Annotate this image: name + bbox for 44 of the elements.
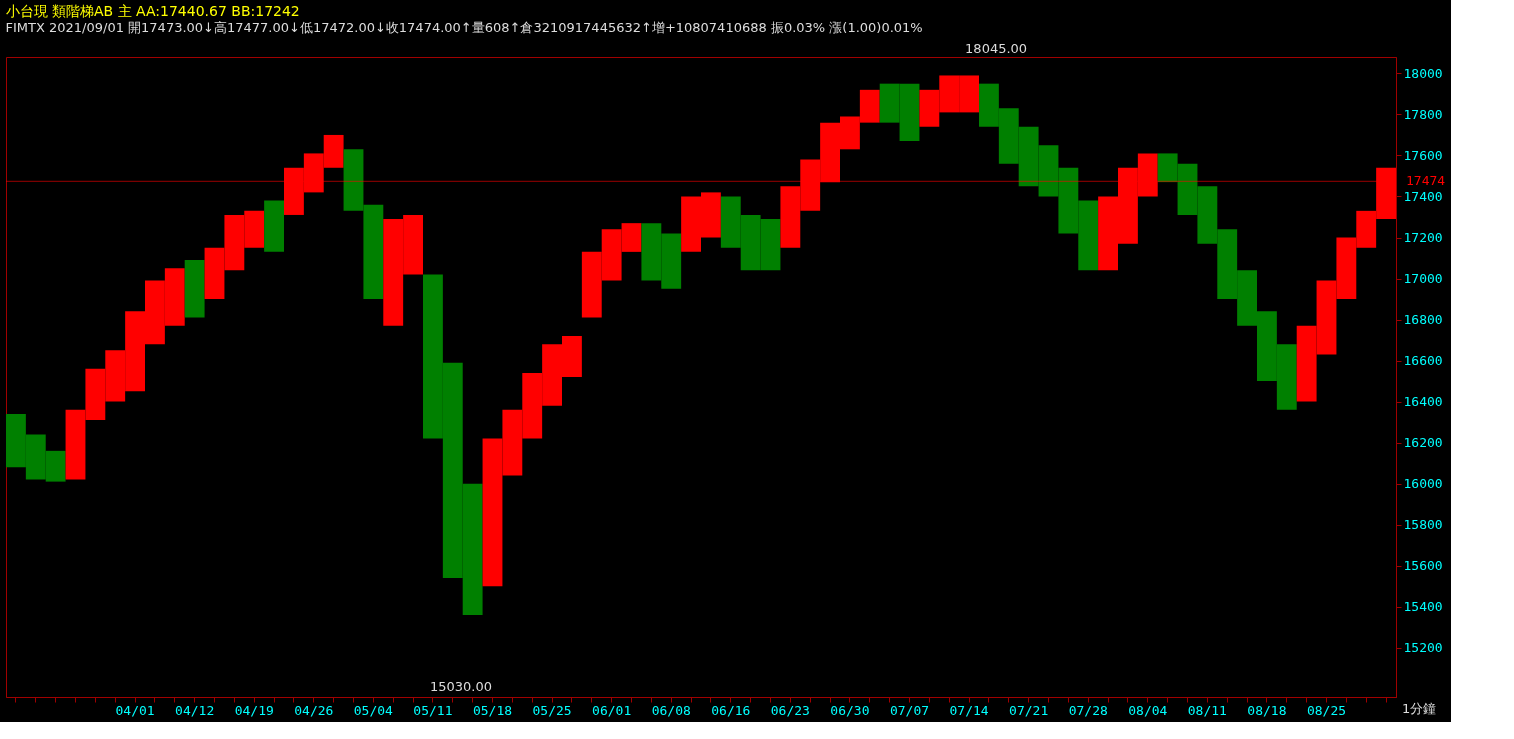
bar — [264, 200, 284, 252]
x-tick-label: 06/01 — [592, 702, 632, 718]
y-tick-label: 17600 — [1403, 147, 1443, 163]
y-tick-label: 18000 — [1403, 65, 1443, 81]
x-tick-label: 08/18 — [1247, 702, 1287, 718]
x-tick-label: 05/18 — [472, 702, 513, 718]
y-tick-label: 15600 — [1403, 558, 1443, 574]
x-tick-label: 05/25 — [532, 702, 572, 718]
y-tick-label: 16600 — [1403, 353, 1443, 369]
x-tick-label: 04/26 — [294, 702, 334, 718]
x-tick-label: 04/19 — [234, 702, 274, 718]
x-tick-label: 08/25 — [1306, 702, 1347, 718]
x-tick-label: 08/04 — [1128, 702, 1168, 718]
x-tick-label: 05/04 — [353, 702, 394, 718]
ref-line-label: 17474 — [1406, 173, 1446, 189]
x-tick-label: 07/28 — [1068, 702, 1108, 718]
y-tick-label: 16200 — [1403, 435, 1443, 451]
y-tick-label: 16400 — [1403, 394, 1443, 410]
y-tick-label: 17400 — [1403, 188, 1443, 204]
y-tick-label: 16000 — [1403, 476, 1443, 492]
x-tick-label: 06/23 — [770, 702, 810, 718]
x-tick-label: 07/14 — [949, 702, 989, 718]
y-tick-label: 15200 — [1403, 640, 1443, 656]
y-tick-label: 15400 — [1403, 599, 1443, 615]
y-tick-label: 17200 — [1403, 230, 1443, 246]
x-tick-label: 06/16 — [711, 702, 751, 718]
text: 1分鐘 — [1402, 701, 1437, 716]
x-tick-label: 04/01 — [115, 702, 155, 718]
x-tick-label: 06/08 — [651, 702, 691, 718]
chart-title: 小台現 類階梯AB 主 AA:17440.67 BB:17242 — [5, 3, 300, 19]
x-tick-label: 08/11 — [1187, 702, 1227, 718]
x-tick-label: 04/12 — [175, 702, 215, 718]
bar — [184, 260, 205, 318]
text: 18045.00 — [965, 41, 1028, 56]
y-tick-label: 17800 — [1403, 106, 1443, 122]
x-tick-label: 07/21 — [1009, 702, 1049, 718]
y-tick-label: 16800 — [1403, 312, 1443, 328]
y-tick-label: 15800 — [1403, 517, 1443, 533]
y-tick-label: 17000 — [1403, 271, 1443, 287]
x-tick-label: 06/30 — [830, 702, 870, 718]
x-tick-label: 05/11 — [413, 702, 453, 718]
chart-subtitle: FIMTX 2021/09/01 開17473.00↓高17477.00↓低17472.00↓收17474.00↑量608↑倉3210917445632↑增+10807410688 振0.03% 漲(1.00)0.01% — [5, 20, 923, 35]
annotation: 15030.00 — [429, 679, 492, 694]
x-tick-label: 07/07 — [889, 702, 930, 718]
